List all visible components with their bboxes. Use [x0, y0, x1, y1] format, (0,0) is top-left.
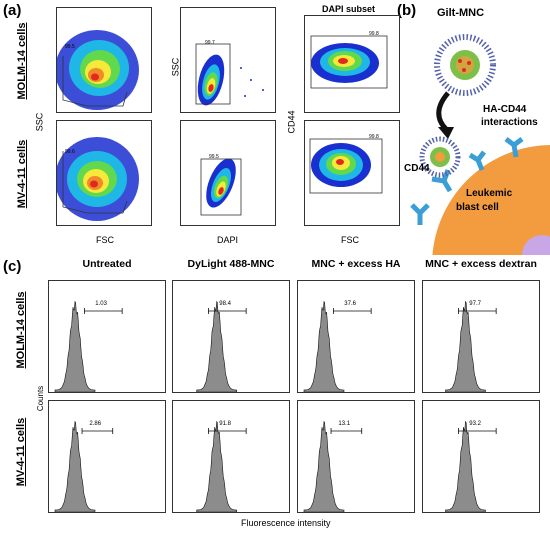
gate-marker: [208, 308, 247, 314]
nanoparticle-icon: [434, 34, 496, 96]
histogram-panel: 37.6: [297, 280, 415, 393]
histogram-curve: [196, 300, 247, 392]
panel-label-a: (a): [3, 2, 22, 19]
gate-marker: [330, 428, 363, 434]
histogram-panel: 91.8: [172, 400, 290, 513]
schematic-illustration: [410, 34, 550, 255]
cell-label-line2: blast cell: [456, 202, 499, 213]
cell-label-line1: Leukemic: [466, 188, 513, 199]
density-scatter: [57, 30, 139, 110]
flow-col2-ylabel: SSC: [170, 57, 181, 77]
gate-marker: [81, 428, 114, 434]
histogram-panel: 93.2: [422, 400, 540, 513]
flow-col1-xlabel: FSC: [96, 235, 114, 245]
panel-label-b: (b): [397, 2, 417, 19]
histogram-fill: [54, 300, 96, 392]
flow-plot-fsc-ssc-mv411: 99.6: [56, 120, 152, 226]
histogram-fill: [445, 300, 486, 392]
hist-column-title: Untreated: [82, 258, 132, 270]
histogram-panel: 98.4: [172, 280, 290, 393]
histogram-fill: [303, 420, 345, 512]
hist-column-title: MNC + excess dextran: [425, 258, 537, 270]
histogram-curve: [445, 300, 497, 392]
percent-positive-value: 37.6: [344, 301, 356, 307]
percent-positive-value: 13.1: [338, 421, 351, 427]
gate-value: 99.8: [369, 134, 379, 140]
hist-column-title: MNC + excess HA: [311, 258, 401, 270]
flow-plot-dapi-ssc-mv411: 99.5: [180, 120, 276, 226]
histogram-panel: 2.86: [48, 400, 166, 513]
flow-plot-fsc-cd44-molm14: 99.8: [304, 15, 400, 113]
gate-value: 99.6: [65, 149, 75, 155]
row-label-mv411-a: MV-4-11 cells: [16, 139, 28, 209]
histogram-panel: 13.1: [297, 400, 415, 513]
percent-positive-value: 2.86: [89, 421, 102, 427]
gate-marker: [333, 308, 372, 314]
flow-plot-dapi-ssc-molm14: 99.7: [180, 7, 276, 113]
histogram-fill: [303, 300, 345, 392]
histogram-panel: 97.7: [422, 280, 540, 393]
cell-nucleus: [522, 235, 550, 255]
cell-body: [432, 145, 550, 255]
histogram-fill: [196, 300, 238, 392]
arrow-icon: [436, 91, 450, 131]
density-scatter: [310, 35, 388, 89]
histogram-fill: [54, 420, 96, 512]
flow-col3-title: DAPI subset: [322, 4, 376, 14]
histogram-curve: [54, 420, 114, 512]
percent-positive-value: 98.4: [219, 301, 231, 307]
hist-column-title: DyLight 488-MNC: [187, 258, 275, 270]
interaction-label-line1: HA-CD44: [483, 104, 527, 115]
flow-col2-xlabel: DAPI: [217, 235, 239, 245]
flow-plot-fsc-ssc-molm14: 99.5: [56, 7, 152, 113]
flow-col1-ylabel: SSC: [34, 112, 45, 132]
flow-plot-fsc-cd44-mv411: 99.8: [304, 120, 400, 226]
row-label-mv411-c: MV-4-11 cells: [15, 417, 27, 487]
histogram-fill: [445, 420, 486, 512]
percent-positive-value: 91.8: [219, 421, 231, 427]
gate-value: 99.5: [209, 154, 219, 160]
hist-xlabel: Fluorescence intensity: [241, 518, 331, 528]
interaction-label-line2: interactions: [481, 117, 538, 128]
histogram-curve: [54, 300, 123, 392]
histogram-fill: [196, 420, 238, 512]
receptor-icons: [410, 137, 524, 225]
gate-marker: [84, 308, 123, 314]
flow-col3-xlabel: FSC: [341, 235, 359, 245]
schematic-nanoparticle-label: Gilt-MNC: [437, 7, 485, 19]
density-scatter: [57, 137, 139, 221]
gate-value: 99.5: [65, 44, 75, 50]
gate-marker: [208, 428, 247, 434]
panel-label-c: (c): [3, 258, 22, 275]
row-label-molm14-c: MOLM-14 cells: [15, 291, 27, 369]
gate-marker: [458, 308, 497, 314]
percent-positive-value: 1.03: [95, 301, 107, 307]
row-label-molm14-a: MOLM-14 cells: [16, 22, 28, 100]
histogram-curve: [303, 420, 363, 512]
gate-value: 99.7: [205, 40, 215, 46]
histogram-panel: 1.03: [48, 280, 166, 393]
histogram-curve: [196, 420, 247, 512]
hist-ylabel: Counts: [36, 385, 46, 412]
percent-positive-value: 97.7: [469, 301, 481, 307]
gate-marker: [458, 428, 497, 434]
density-scatter: [195, 43, 264, 106]
flow-col3-ylabel: CD44: [286, 110, 297, 134]
bound-nanoparticle-icon: [419, 136, 461, 178]
density-scatter: [200, 158, 242, 216]
percent-positive-value: 93.2: [469, 421, 481, 427]
histogram-curve: [303, 300, 372, 392]
gate-value: 99.8: [369, 31, 379, 37]
receptor-label: CD44: [404, 163, 430, 174]
histogram-curve: [445, 420, 497, 512]
density-scatter: [309, 138, 383, 194]
